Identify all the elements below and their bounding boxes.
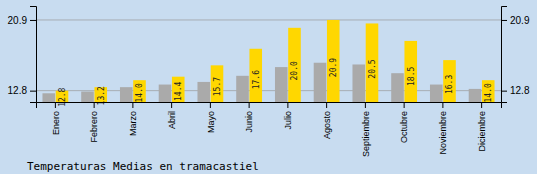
- data-label: 12.8: [58, 87, 67, 106]
- bar: [482, 80, 495, 102]
- axis-line: [37, 103, 502, 109]
- data-label: 14.0: [135, 83, 144, 102]
- tick: 20.9: [8, 15, 36, 26]
- bar: [430, 85, 443, 102]
- tick-label: 20.9: [8, 15, 28, 26]
- data-labels: 12.813.214.014.415.717.620.020.920.518.5…: [58, 58, 493, 107]
- tick-label: Mayo: [206, 111, 216, 133]
- tick-mark: [404, 102, 405, 108]
- tick-label: Enero: [51, 111, 61, 135]
- tick-label: 20.9: [510, 15, 530, 26]
- data-label: 14.0: [484, 83, 493, 102]
- data-label: 20.5: [368, 59, 377, 78]
- tick: Enero: [51, 102, 61, 135]
- bar: [314, 63, 327, 102]
- tick: 20.9: [501, 15, 530, 26]
- data-label: 16.3: [445, 75, 454, 94]
- x-axis: Enero Febrero Marzo Abril Mayo Junio Julio Agos…: [37, 102, 502, 157]
- tick: Junio: [244, 102, 254, 133]
- tick: Septiembre: [361, 102, 371, 157]
- tick-label: Marzo: [128, 111, 138, 136]
- bar: [211, 65, 224, 102]
- chart: 12.813.214.014.415.717.620.020.920.518.5…: [0, 0, 537, 174]
- bar: [120, 87, 133, 102]
- tick: Octubre: [399, 102, 409, 143]
- tick-mark: [287, 102, 288, 108]
- plot: 12.813.214.014.415.717.620.020.920.518.5…: [8, 7, 530, 174]
- tick-label: Octubre: [399, 111, 409, 143]
- data-label: 17.6: [252, 70, 261, 89]
- tick-mark: [30, 20, 36, 21]
- tick-label: 12.8: [510, 85, 530, 96]
- bar: [42, 93, 55, 102]
- bar: [352, 64, 365, 102]
- bar: [275, 67, 288, 102]
- tick: Mayo: [206, 102, 216, 133]
- tick-mark: [210, 102, 211, 108]
- tick-mark: [249, 102, 250, 108]
- bar: [391, 73, 404, 102]
- data-label: 14.4: [174, 82, 183, 101]
- tick-mark: [501, 91, 507, 92]
- axis-line: [30, 7, 37, 103]
- tick-label: Julio: [283, 111, 293, 130]
- bar: [159, 85, 172, 102]
- title: Temperaturas Medias en tramacastiel: [27, 160, 259, 173]
- tick: Febrero: [89, 102, 99, 143]
- bar: [133, 80, 146, 102]
- data-label: 20.0: [290, 61, 299, 80]
- tick: Noviembre: [438, 102, 448, 155]
- bar: [81, 92, 94, 102]
- tick-label: 12.8: [8, 85, 28, 96]
- bar: [469, 89, 482, 102]
- tick-label: Diciembre: [477, 111, 487, 152]
- tick-label: Agosto: [322, 111, 332, 139]
- tick-mark: [55, 102, 56, 108]
- tick-mark: [501, 20, 507, 21]
- bar: [197, 82, 210, 102]
- bar-series: [56, 20, 495, 102]
- grid: [36, 20, 501, 91]
- bar: [236, 76, 249, 102]
- bar: [404, 41, 417, 102]
- grid-line: [36, 19, 501, 20]
- bar: [443, 60, 456, 102]
- tick-mark: [442, 102, 443, 108]
- y-axis: 12.8 20.9: [8, 7, 37, 103]
- data-label: 15.7: [213, 77, 222, 96]
- data-label: 18.5: [407, 67, 416, 86]
- tick-mark: [132, 102, 133, 108]
- tick-label: Noviembre: [438, 111, 448, 155]
- bar: [288, 28, 301, 102]
- tick: Julio: [283, 102, 293, 130]
- tick: 12.8: [501, 85, 530, 96]
- tick-mark: [171, 102, 172, 108]
- data-label: 20.9: [329, 58, 338, 77]
- tick-label: Septiembre: [361, 111, 371, 157]
- tick: Agosto: [322, 102, 332, 139]
- tick-label: Febrero: [89, 111, 99, 143]
- tick: Diciembre: [477, 102, 487, 152]
- bar: [327, 20, 340, 102]
- tick-mark: [30, 91, 36, 92]
- tick-mark: [326, 102, 327, 108]
- tick: Abril: [167, 102, 177, 129]
- y2-axis: 12.8 20.9: [501, 7, 530, 103]
- bar: [249, 49, 262, 102]
- tick-label: Junio: [244, 111, 254, 133]
- tick-label: Abril: [167, 111, 177, 129]
- axis-line: [502, 7, 508, 103]
- tick: Marzo: [128, 102, 138, 136]
- bars: [42, 20, 494, 102]
- tick-mark: [365, 102, 366, 108]
- tick: 12.8: [8, 85, 36, 96]
- bar: [366, 23, 379, 102]
- bar: [172, 77, 185, 102]
- tick-mark: [481, 102, 482, 108]
- tick-mark: [94, 102, 95, 108]
